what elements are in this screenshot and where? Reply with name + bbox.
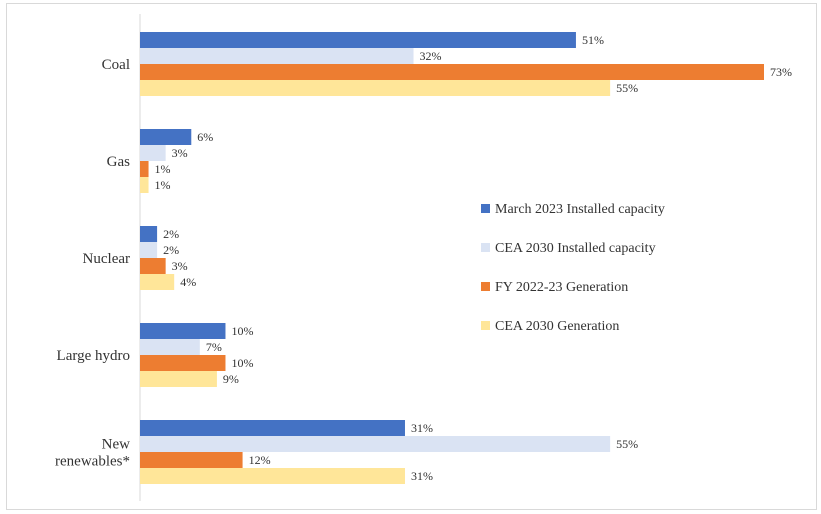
category-label: renewables*: [55, 454, 130, 470]
data-label: 7%: [206, 340, 222, 354]
legend-swatch: [481, 204, 490, 213]
category-label: New: [102, 437, 130, 453]
data-label: 3%: [172, 146, 188, 160]
data-label: 10%: [231, 324, 253, 338]
data-label: 2%: [163, 243, 179, 257]
data-label: 9%: [223, 372, 239, 386]
data-label: 3%: [172, 259, 188, 273]
bar: [140, 274, 175, 290]
bar: [140, 64, 764, 80]
bar: [140, 161, 149, 177]
legend-label: March 2023 Installed capacity: [495, 202, 665, 217]
data-label: 2%: [163, 227, 179, 241]
data-label: 31%: [411, 469, 433, 483]
legend-label: CEA 2030 Generation: [495, 319, 619, 334]
legend-swatch: [481, 243, 490, 252]
data-label: 31%: [411, 421, 433, 435]
bar: [140, 242, 158, 258]
bar: [140, 129, 192, 145]
data-label: 32%: [420, 49, 442, 63]
bar: [140, 48, 414, 64]
legend-label: CEA 2030 Installed capacity: [495, 241, 656, 256]
data-label: 12%: [249, 453, 271, 467]
value-labels: 51%32%73%55%6%3%1%1%2%2%3%4%10%7%10%9%31…: [155, 33, 792, 483]
bar: [140, 420, 405, 436]
legend-swatch: [481, 321, 490, 330]
data-label: 10%: [231, 356, 253, 370]
data-label: 1%: [155, 178, 171, 192]
bar: [140, 339, 200, 355]
category-label: Nuclear: [83, 251, 130, 267]
bar: [140, 452, 243, 468]
data-label: 4%: [180, 275, 196, 289]
bar: [140, 436, 611, 452]
bar: [140, 355, 226, 371]
bar: [140, 80, 611, 96]
bar: [140, 371, 217, 387]
bar: [140, 468, 405, 484]
category-label: Gas: [107, 154, 130, 170]
data-label: 55%: [616, 437, 638, 451]
bar: [140, 177, 149, 193]
bar: [140, 258, 166, 274]
bar: [140, 145, 166, 161]
category-label: Large hydro: [57, 348, 130, 364]
bar: [140, 323, 226, 339]
bar: [140, 32, 576, 48]
chart-frame: Coal Gas Nuclear Large hydro New renewables* …: [6, 3, 817, 510]
data-label: 1%: [155, 162, 171, 176]
data-label: 73%: [770, 65, 792, 79]
category-label: Coal: [102, 57, 130, 73]
data-label: 6%: [197, 130, 213, 144]
data-label: 55%: [616, 81, 638, 95]
bar: [140, 226, 158, 242]
legend-swatch: [481, 282, 490, 291]
bars-layer: [139, 14, 764, 501]
legend: March 2023 Installed capacity CEA 2030 In…: [481, 202, 665, 334]
legend-label: FY 2022-23 Generation: [495, 280, 628, 295]
data-label: 51%: [582, 33, 604, 47]
